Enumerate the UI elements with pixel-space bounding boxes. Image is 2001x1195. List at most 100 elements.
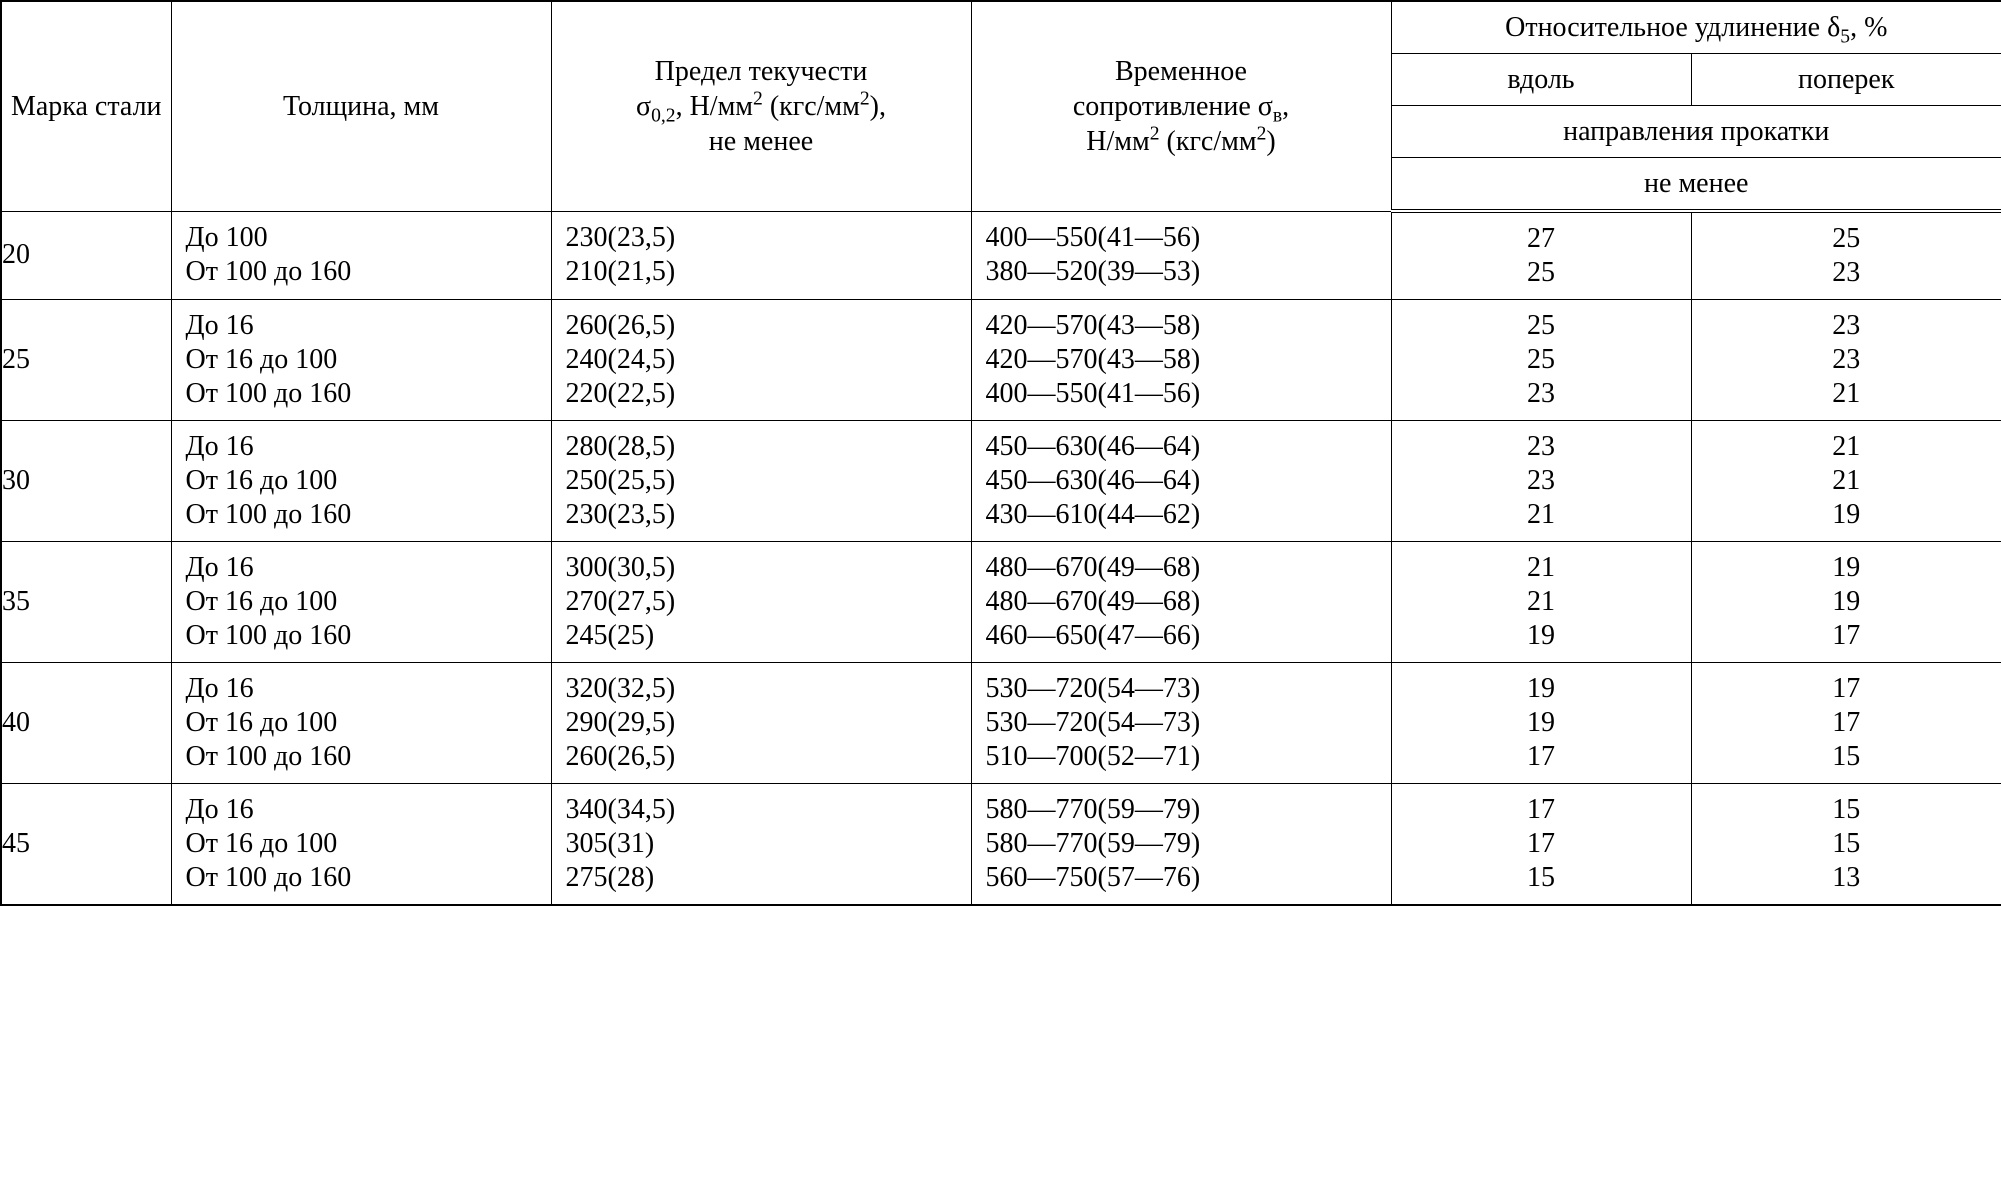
cell-line: 230(23,5): [566, 499, 957, 531]
cell-line: 250(25,5): [566, 465, 957, 497]
table-row: 45До 16От 16 до 100От 100 до 160340(34,5…: [1, 784, 2001, 906]
table-row: 30До 16От 16 до 100От 100 до 160280(28,5…: [1, 421, 2001, 542]
table-cell: 530—720(54—73)530—720(54—73)510—700(52—7…: [971, 663, 1391, 784]
table-row: 35До 16От 16 до 100От 100 до 160300(30,5…: [1, 542, 2001, 663]
cell-line: 25: [1527, 344, 1555, 376]
cell-line: 23: [1832, 310, 1860, 342]
cell-line: 25: [1527, 257, 1555, 289]
cell-line: 17: [1832, 707, 1860, 739]
cell-line: 245(25): [566, 620, 957, 652]
table-cell: 171715: [1691, 663, 2001, 784]
cell-line: 560—750(57—76): [986, 862, 1377, 894]
cell-grade: 30: [1, 421, 171, 542]
cell-line: 400—550(41—56): [986, 222, 1377, 254]
cell-line: 580—770(59—79): [986, 794, 1377, 826]
cell-line: 17: [1527, 794, 1555, 826]
cell-line: От 16 до 100: [186, 465, 537, 497]
cell-line: До 16: [186, 310, 537, 342]
cell-line: 305(31): [566, 828, 957, 860]
col-grade: Марка стали: [1, 1, 171, 211]
cell-line: 580—770(59—79): [986, 828, 1377, 860]
cell-line: От 100 до 160: [186, 620, 537, 652]
table-cell: 232321: [1391, 421, 1691, 542]
table-body: 20До 100От 100 до 160230(23,5)210(21,5)4…: [1, 211, 2001, 905]
table-cell: 300(30,5)270(27,5)245(25): [551, 542, 971, 663]
cell-line: 320(32,5): [566, 673, 957, 705]
cell-line: 510—700(52—71): [986, 741, 1377, 773]
col-along: вдоль: [1391, 54, 1691, 106]
cell-line: 21: [1832, 378, 1860, 410]
col-yield: Предел текучестиσ0,2, Н/мм2 (кгс/мм2),не…: [551, 1, 971, 211]
table-cell: 420—570(43—58)420—570(43—58)400—550(41—5…: [971, 300, 1391, 421]
table-cell: 260(26,5)240(24,5)220(22,5): [551, 300, 971, 421]
cell-line: 15: [1832, 741, 1860, 773]
table-cell: 252523: [1391, 300, 1691, 421]
table-cell: 280(28,5)250(25,5)230(23,5): [551, 421, 971, 542]
col-not-less: не менее: [1391, 158, 2001, 212]
cell-line: 260(26,5): [566, 741, 957, 773]
table-cell: 212119: [1391, 542, 1691, 663]
cell-grade: 40: [1, 663, 171, 784]
table-header: Марка стали Толщина, мм Предел текучести…: [1, 1, 2001, 211]
cell-line: 15: [1832, 828, 1860, 860]
cell-line: 25: [1832, 223, 1860, 255]
table-cell: 450—630(46—64)450—630(46—64)430—610(44—6…: [971, 421, 1391, 542]
table-cell: 320(32,5)290(29,5)260(26,5): [551, 663, 971, 784]
cell-line: 530—720(54—73): [986, 673, 1377, 705]
cell-line: 300(30,5): [566, 552, 957, 584]
table-cell: До 16От 16 до 100От 100 до 160: [171, 300, 551, 421]
cell-grade: 25: [1, 300, 171, 421]
cell-line: 25: [1527, 310, 1555, 342]
cell-line: 13: [1832, 862, 1860, 894]
table-cell: До 100От 100 до 160: [171, 211, 551, 300]
cell-line: 23: [1527, 465, 1555, 497]
cell-line: 17: [1832, 673, 1860, 705]
cell-line: 23: [1527, 378, 1555, 410]
table-cell: 580—770(59—79)580—770(59—79)560—750(57—7…: [971, 784, 1391, 906]
col-across: поперек: [1691, 54, 2001, 106]
cell-line: От 16 до 100: [186, 586, 537, 618]
table-cell: До 16От 16 до 100От 100 до 160: [171, 784, 551, 906]
cell-line: 430—610(44—62): [986, 499, 1377, 531]
table-cell: До 16От 16 до 100От 100 до 160: [171, 542, 551, 663]
cell-line: От 100 до 160: [186, 862, 537, 894]
col-rolling-dir: направления прокатки: [1391, 106, 2001, 158]
cell-line: От 16 до 100: [186, 344, 537, 376]
cell-line: 530—720(54—73): [986, 707, 1377, 739]
cell-line: До 16: [186, 794, 537, 826]
table-row: 25До 16От 16 до 100От 100 до 160260(26,5…: [1, 300, 2001, 421]
cell-line: От 100 до 160: [186, 256, 537, 288]
table-cell: 230(23,5)210(21,5): [551, 211, 971, 300]
cell-line: От 16 до 100: [186, 707, 537, 739]
col-thickness: Толщина, мм: [171, 1, 551, 211]
table-cell: 400—550(41—56)380—520(39—53): [971, 211, 1391, 300]
cell-line: 17: [1832, 620, 1860, 652]
table-cell: 151513: [1691, 784, 2001, 906]
cell-line: 340(34,5): [566, 794, 957, 826]
cell-line: 290(29,5): [566, 707, 957, 739]
table-row: 20До 100От 100 до 160230(23,5)210(21,5)4…: [1, 211, 2001, 300]
cell-line: 27: [1527, 223, 1555, 255]
cell-line: 23: [1527, 431, 1555, 463]
cell-line: До 16: [186, 552, 537, 584]
table-cell: 2725: [1391, 211, 1691, 300]
cell-line: От 16 до 100: [186, 828, 537, 860]
cell-line: 23: [1832, 257, 1860, 289]
cell-line: 17: [1527, 741, 1555, 773]
cell-line: 460—650(47—66): [986, 620, 1377, 652]
table-row: 40До 16От 16 до 100От 100 до 160320(32,5…: [1, 663, 2001, 784]
cell-line: От 100 до 160: [186, 741, 537, 773]
cell-line: 23: [1832, 344, 1860, 376]
cell-line: 450—630(46—64): [986, 465, 1377, 497]
cell-line: 15: [1527, 862, 1555, 894]
col-elongation-title: Относительное удлинение δ5, %: [1391, 1, 2001, 54]
table-cell: 2523: [1691, 211, 2001, 300]
col-tensile: Временноесопротивление σв,Н/мм2 (кгс/мм2…: [971, 1, 1391, 211]
table-cell: 191917: [1391, 663, 1691, 784]
cell-line: 480—670(49—68): [986, 552, 1377, 584]
cell-line: 19: [1832, 499, 1860, 531]
cell-line: 19: [1832, 552, 1860, 584]
cell-line: 450—630(46—64): [986, 431, 1377, 463]
cell-line: От 100 до 160: [186, 378, 537, 410]
cell-line: 19: [1527, 707, 1555, 739]
